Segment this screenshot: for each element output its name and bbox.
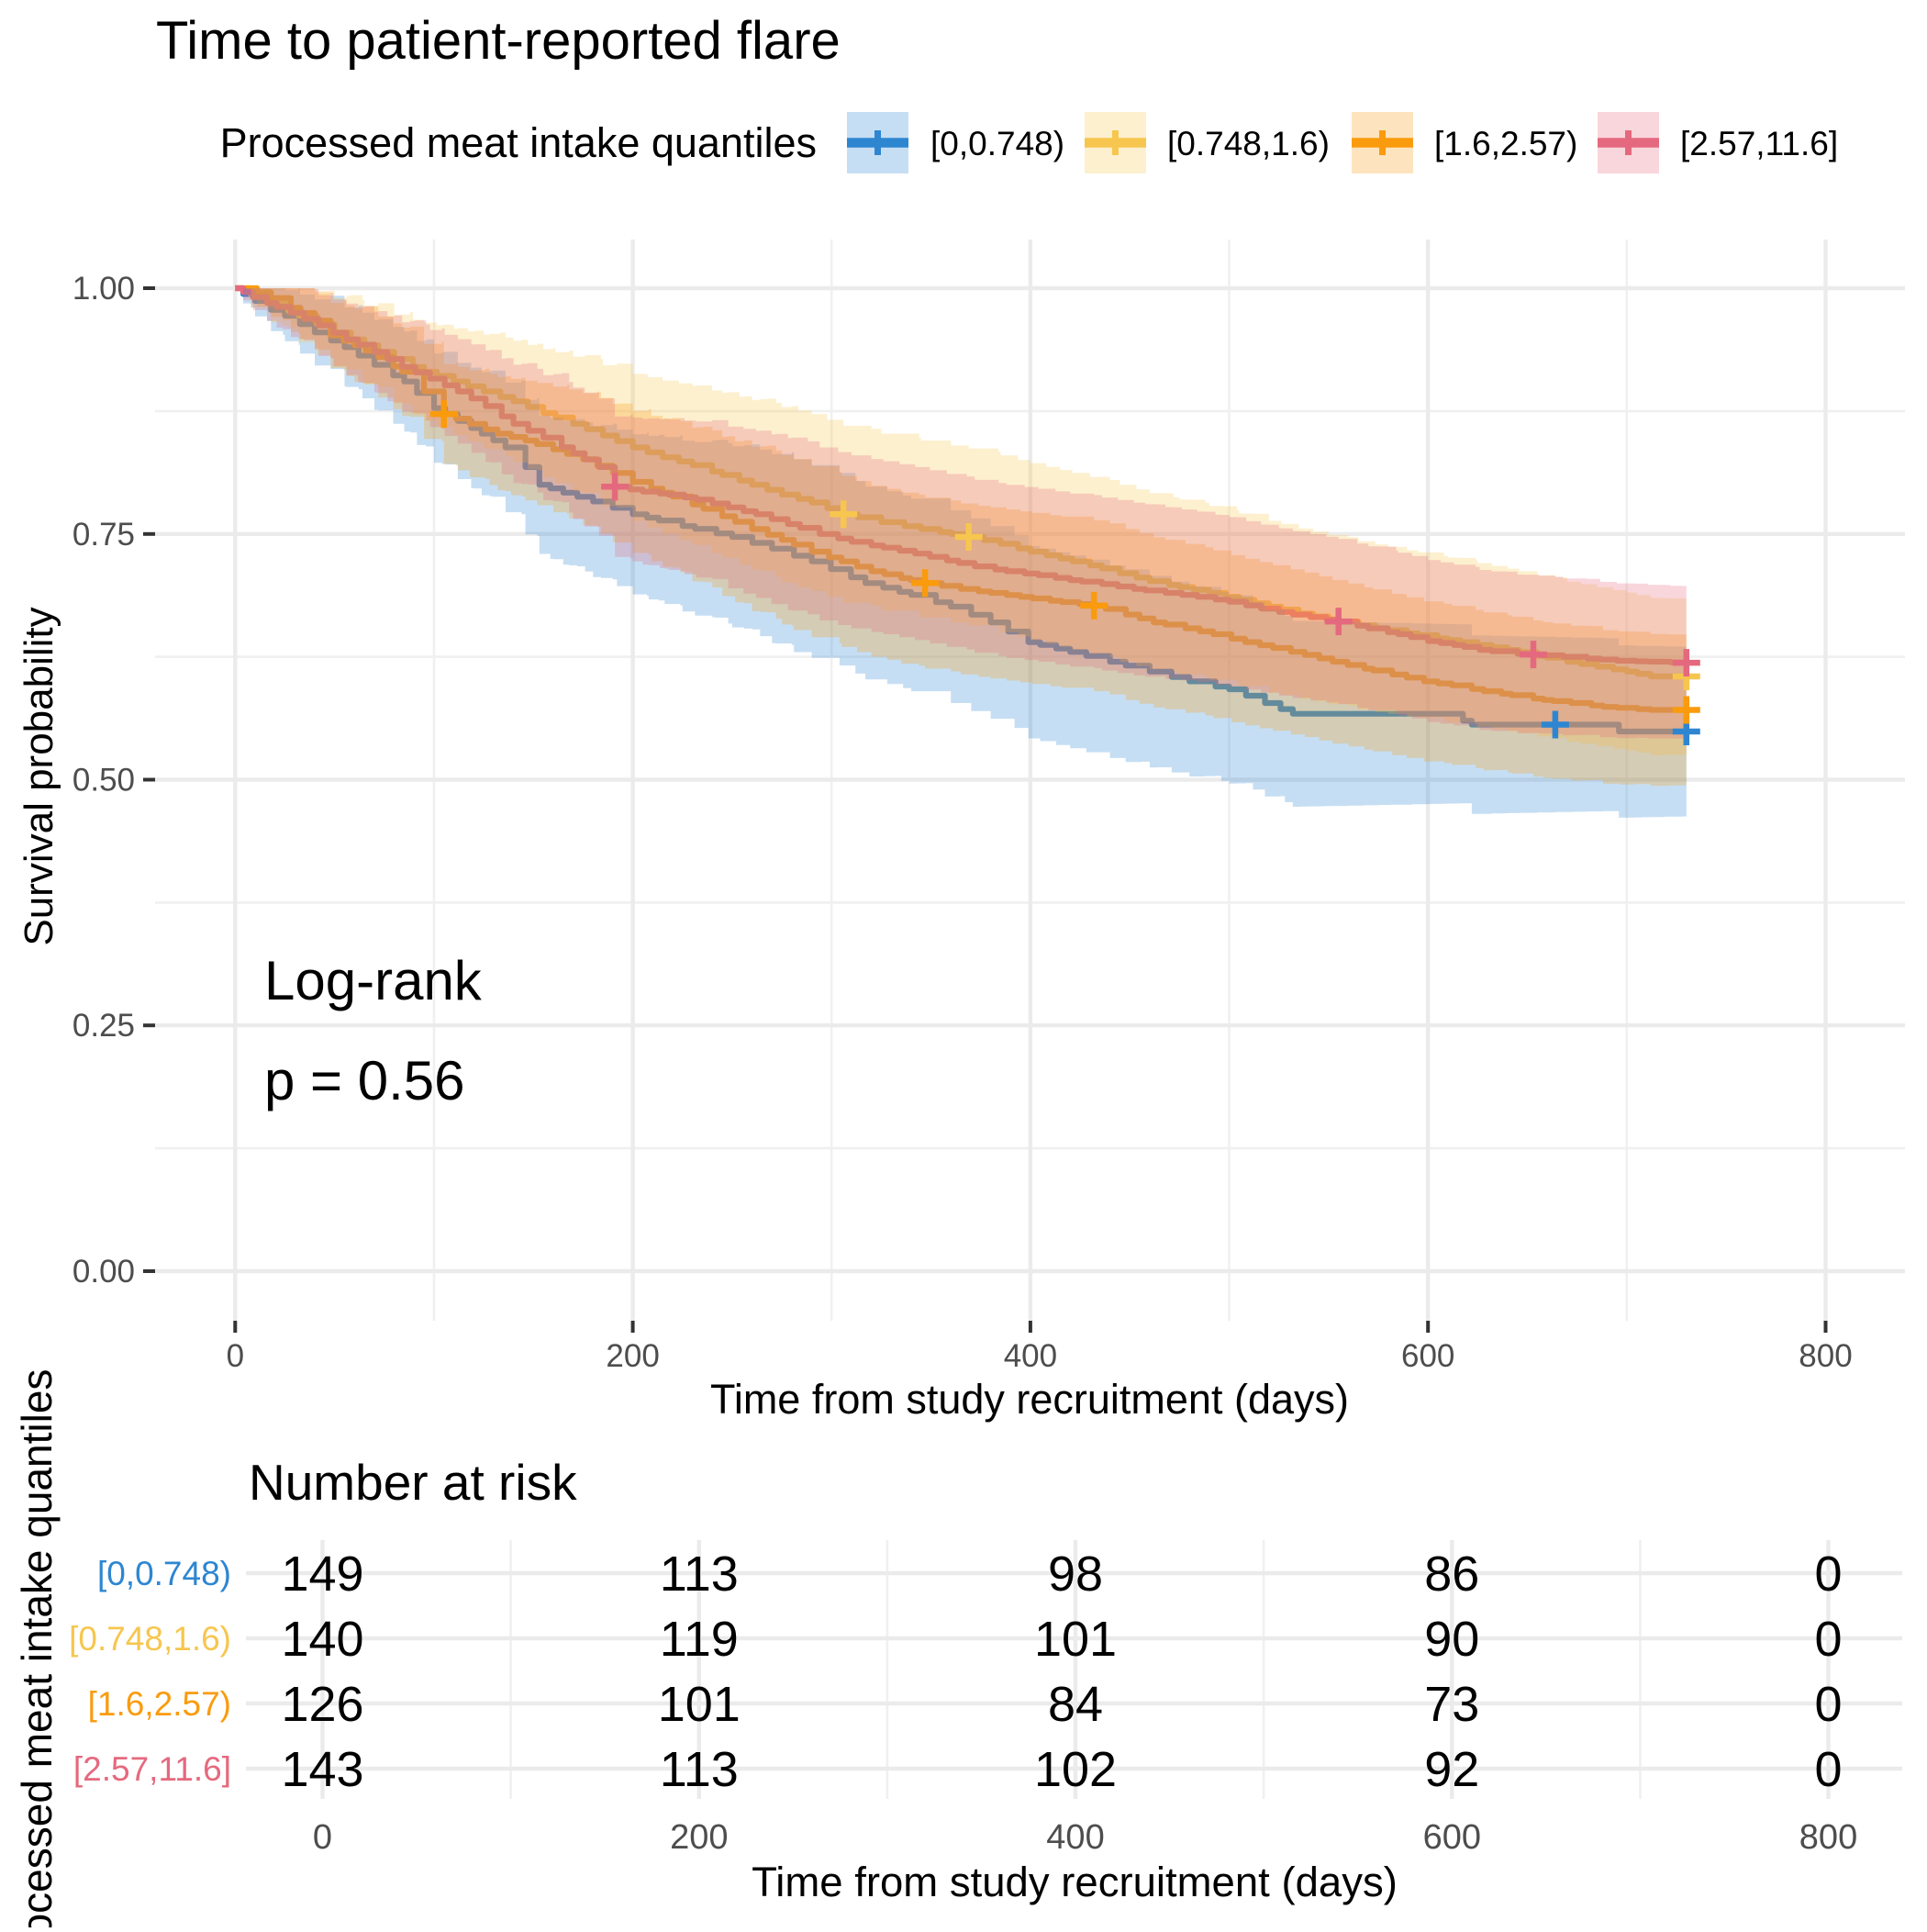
svg-text:0.25: 0.25 [72, 1008, 135, 1044]
svg-text:98: 98 [1048, 1547, 1103, 1602]
svg-text:Time from study recruitment (d: Time from study recruitment (days) [710, 1376, 1349, 1423]
svg-text:800: 800 [1799, 1338, 1852, 1374]
svg-text:0: 0 [1814, 1742, 1842, 1797]
svg-text:[0.748,1.6): [0.748,1.6) [69, 1620, 231, 1658]
svg-text:0: 0 [227, 1338, 244, 1374]
svg-text:149: 149 [281, 1547, 363, 1602]
svg-text:0: 0 [1814, 1612, 1842, 1667]
svg-text:p = 0.56: p = 0.56 [264, 1050, 465, 1111]
svg-text:Number at risk: Number at risk [249, 1454, 577, 1511]
svg-text:600: 600 [1423, 1818, 1481, 1857]
svg-text:1.00: 1.00 [72, 271, 135, 307]
svg-text:0.00: 0.00 [72, 1254, 135, 1290]
svg-text:[0.748,1.6): [0.748,1.6) [1167, 125, 1330, 162]
svg-text:143: 143 [281, 1742, 363, 1797]
svg-text:102: 102 [1034, 1742, 1117, 1797]
svg-text:113: 113 [660, 1742, 739, 1797]
svg-text:Time from study recruitment (d: Time from study recruitment (days) [752, 1859, 1398, 1905]
svg-text:[1.6,2.57): [1.6,2.57) [1434, 125, 1577, 162]
svg-text:86: 86 [1424, 1547, 1479, 1602]
svg-text:0: 0 [1814, 1547, 1842, 1602]
svg-text:101: 101 [658, 1677, 741, 1732]
svg-text:[0,0.748): [0,0.748) [930, 125, 1064, 162]
svg-text:84: 84 [1048, 1677, 1103, 1732]
svg-text:0: 0 [313, 1818, 332, 1857]
svg-text:92: 92 [1424, 1742, 1479, 1797]
svg-text:0.50: 0.50 [72, 763, 135, 798]
svg-text:0: 0 [1814, 1677, 1842, 1732]
svg-text:200: 200 [670, 1818, 728, 1857]
svg-text:200: 200 [606, 1338, 659, 1374]
svg-text:Survival probability: Survival probability [17, 607, 61, 945]
svg-text:800: 800 [1799, 1818, 1857, 1857]
svg-text:126: 126 [281, 1677, 363, 1732]
svg-text:[1.6,2.57): [1.6,2.57) [88, 1685, 231, 1723]
svg-text:600: 600 [1401, 1338, 1454, 1374]
svg-text:140: 140 [281, 1612, 363, 1667]
svg-text:[2.57,11.6]: [2.57,11.6] [73, 1750, 231, 1788]
svg-text:[0,0.748): [0,0.748) [97, 1555, 231, 1592]
svg-text:400: 400 [1004, 1338, 1057, 1374]
svg-text:[2.57,11.6]: [2.57,11.6] [1680, 125, 1838, 162]
svg-text:113: 113 [660, 1547, 739, 1602]
svg-text:Time to patient-reported flare: Time to patient-reported flare [156, 11, 841, 71]
svg-text:400: 400 [1046, 1818, 1104, 1857]
svg-text:Processed meat intake quantile: Processed meat intake quantiles [220, 119, 817, 166]
svg-text:101: 101 [1034, 1612, 1117, 1667]
svg-text:0.75: 0.75 [72, 517, 135, 553]
svg-text:73: 73 [1424, 1677, 1479, 1732]
svg-text:90: 90 [1424, 1612, 1479, 1667]
svg-text:Processed meat intake quantile: Processed meat intake quantiles [13, 1369, 61, 1927]
svg-text:119: 119 [660, 1612, 739, 1667]
svg-text:Log-rank: Log-rank [264, 950, 483, 1011]
